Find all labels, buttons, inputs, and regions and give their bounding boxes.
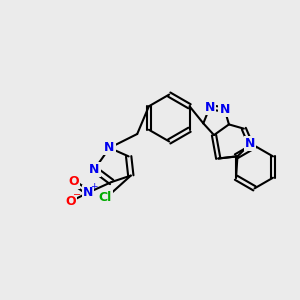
Text: N: N bbox=[104, 141, 115, 154]
Text: O: O bbox=[68, 176, 79, 188]
Text: Cl: Cl bbox=[99, 191, 112, 205]
Text: N: N bbox=[89, 163, 100, 176]
Text: N: N bbox=[220, 103, 230, 116]
Text: −: − bbox=[74, 190, 82, 200]
Text: O: O bbox=[66, 195, 76, 208]
Text: +: + bbox=[90, 182, 97, 191]
Text: N: N bbox=[205, 101, 215, 114]
Text: N: N bbox=[245, 137, 255, 150]
Text: N: N bbox=[83, 186, 93, 199]
